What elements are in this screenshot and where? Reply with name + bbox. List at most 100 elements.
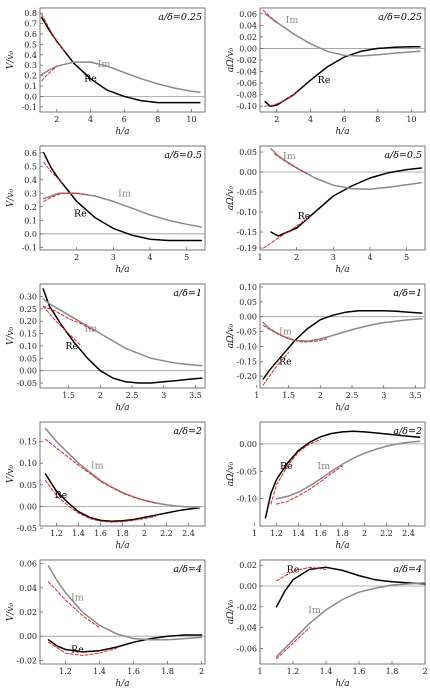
im-series-label: Im — [118, 188, 131, 199]
x-tick-label: 1.8 — [336, 529, 349, 538]
y-tick-label: 0.00 — [19, 503, 37, 512]
y-tick-label: -0.10 — [236, 342, 257, 351]
y-tick-label: 0.10 — [19, 459, 37, 468]
re-series-line — [275, 566, 426, 608]
x-tick-label: 1.4 — [72, 529, 85, 538]
parameter-annotation: a/δ=4 — [393, 564, 422, 575]
x-tick-label: 10 — [186, 115, 196, 124]
im-approx-dashed-line — [276, 627, 310, 660]
y-axis-label: V/v₀ — [6, 327, 16, 346]
x-tick-label: 1.4 — [292, 529, 305, 538]
chart-panel-1: 2 4 6 8 10 -0.1 0.00.10.2 0.30.4 0.50.60.7 0.8 h/a… — [6, 7, 206, 137]
im-approx-dashed-line — [262, 9, 278, 23]
parameter-annotation: a/δ=2 — [173, 426, 202, 437]
im-approx-dashed-line — [42, 305, 95, 332]
y-tick-label: 0.05 — [19, 481, 37, 490]
x-tick-label: 4 — [308, 115, 313, 124]
y-tick-label: 0.3 — [24, 189, 37, 198]
x-tick-label: 1.2 — [270, 529, 283, 538]
x-tick-label: 3.5 — [189, 391, 202, 400]
x-tick-label: 2 — [54, 115, 59, 124]
re-series-line — [262, 309, 423, 380]
x-tick-label: 1.8 — [116, 529, 129, 538]
y-tick-label: -0.15 — [236, 228, 257, 237]
x-tick-label: 1.2 — [50, 529, 63, 538]
y-tick-label: 0.2 — [24, 203, 37, 212]
y-tick-label: 0.30 — [19, 292, 37, 301]
y-axis-label: V/v₀ — [6, 51, 16, 70]
im-series-label: Im — [98, 59, 111, 70]
y-tick-label: 0.00 — [19, 367, 37, 376]
y-tick-label: 0.4 — [24, 51, 37, 60]
x-tick-label: 3 — [381, 391, 386, 400]
y-axis-label: aΩ/v₀ — [226, 323, 236, 348]
x-tick-label: 2.4 — [182, 529, 195, 538]
x-tick-label: 1 — [252, 529, 257, 538]
y-tick-label: 0.02 — [19, 608, 37, 617]
x-tick-label: 2 — [422, 667, 427, 676]
y-tick-label: 0.20 — [19, 317, 37, 326]
y-tick-label: 0.04 — [19, 584, 37, 593]
y-tick-label: 0.05 — [239, 298, 257, 307]
im-series-label: Im — [279, 327, 292, 338]
im-series-line — [275, 440, 421, 500]
y-tick-label: -0.19 — [236, 244, 257, 253]
plot-frame — [39, 283, 206, 389]
y-tick-label: 0.00 — [239, 44, 257, 53]
plot-frame — [259, 559, 426, 665]
y-tick-label: 0.8 — [24, 9, 37, 18]
x-tick-label: 3 — [161, 391, 166, 400]
x-tick-label: 1.2 — [59, 667, 72, 676]
x-axis-label: h/a — [115, 265, 129, 275]
x-tick-label: 1.5 — [62, 391, 75, 400]
x-axis-label: h/a — [335, 265, 349, 275]
re-series-label: Re — [71, 644, 84, 655]
re-series-line — [270, 167, 423, 237]
plot-frame — [259, 145, 426, 251]
chart-panel-10: 1 1.2 1.4 1.6 1.8 2 -0.06 -0.04 -0.02 0.00 0.02 h/a… — [226, 559, 428, 688]
y-tick-label: -0.02 — [236, 603, 257, 612]
x-tick-label: 8 — [155, 115, 160, 124]
y-tick-label: -0.04 — [236, 624, 257, 633]
x-tick-label: 4 — [367, 253, 372, 262]
chart-panel-6: 1 1.5 2 2.5 3 3.5 -0.20 -0.15 -0.10 -0.05 0.00 0.05… — [226, 283, 426, 413]
y-tick-label: 0.5 — [24, 40, 37, 49]
im-series-line — [42, 192, 203, 228]
re-approx-dashed-line — [42, 305, 82, 347]
plot-frame — [259, 283, 426, 389]
parameter-annotation: a/δ=1 — [173, 288, 202, 299]
y-tick-label: -0.05 — [236, 328, 257, 337]
x-tick-label: 8 — [375, 115, 380, 124]
plot-frame — [39, 145, 206, 251]
y-tick-label: 0.02 — [239, 561, 257, 570]
re-approx-dashed-line — [41, 13, 66, 53]
y-tick-label: 0.0 — [24, 230, 37, 239]
re-series-line — [40, 16, 201, 104]
re-series-label: Re — [280, 461, 293, 472]
parameter-annotation: a/δ=0.5 — [164, 150, 202, 161]
y-tick-label: 0.4 — [24, 176, 37, 185]
x-tick-label: 2 — [74, 253, 79, 262]
y-tick-label: 0.5 — [24, 162, 37, 171]
chart-panel-8: 1 1.2 1.4 1.6 1.8 2 2.2 2.4 -0.10 -0.05 0.00 h/a aΩ/… — [226, 421, 426, 551]
plot-frame — [259, 421, 426, 527]
re-approx-dashed-line — [45, 480, 156, 523]
y-axis-label: aΩ/v₀ — [226, 599, 236, 624]
y-axis-label: aΩ/v₀ — [226, 185, 236, 210]
x-axis-label: h/a — [115, 127, 129, 137]
chart-panel-3: 2 3 4 5 -0.1 0.0 0.1 0.2 0.3 0.4 0.5 0.6 h/a V/v₀ a/δ=… — [6, 145, 206, 275]
y-tick-label: -0.05 — [16, 379, 37, 388]
im-series-line — [47, 565, 203, 641]
y-tick-label: 0.06 — [19, 560, 37, 569]
x-tick-label: 4 — [88, 115, 93, 124]
x-tick-label: 1.6 — [353, 667, 366, 676]
re-series-line — [47, 634, 203, 653]
parameter-annotation: a/δ=1 — [393, 288, 422, 299]
im-series-line — [264, 13, 421, 57]
y-tick-label: 0.7 — [24, 20, 37, 29]
y-tick-label: 0.6 — [24, 30, 37, 39]
re-approx-dashed-line — [270, 439, 321, 505]
x-tick-label: 2 — [318, 391, 323, 400]
y-tick-label: 0.00 — [239, 582, 257, 591]
